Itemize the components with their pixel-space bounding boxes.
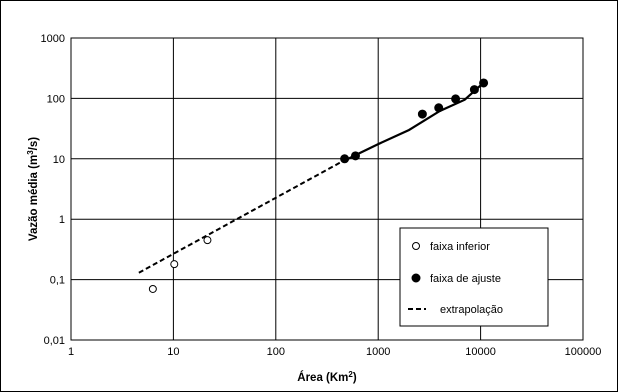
y-tick-label: 0,1	[50, 275, 65, 287]
y-axis-title-text: Vazão média (m	[28, 155, 40, 241]
y-tick-label: 0,01	[44, 335, 65, 347]
point-faixa-inferior	[203, 236, 212, 245]
y-tick-label: 100	[47, 93, 65, 105]
series-layer	[138, 78, 489, 293]
x-axis-title-text: Área (Km	[297, 371, 348, 384]
x-tick-label: 1	[68, 346, 74, 358]
y-axis-title-sup: 3	[26, 150, 35, 155]
y-tick-label: 1000	[41, 33, 65, 45]
fit-solid-line	[342, 80, 486, 163]
point-faixa-de-ajuste	[451, 94, 461, 104]
point-faixa-de-ajuste	[479, 78, 489, 88]
point-faixa-de-ajuste	[340, 154, 350, 164]
x-axis-title-end: )	[353, 372, 357, 384]
y-axis-title: Vazão média (m3/s)	[26, 137, 41, 241]
x-tick-label: 10	[167, 346, 179, 358]
legend-label-faixa-de-ajuste: faixa de ajuste	[430, 273, 501, 285]
point-faixa-inferior	[170, 260, 179, 269]
point-faixa-de-ajuste	[434, 103, 444, 113]
x-tick-labels: 1 10 100 1000 10000 100000	[68, 346, 601, 358]
grid-lines	[71, 38, 583, 340]
point-faixa-de-ajuste	[417, 109, 427, 119]
plot-border	[70, 37, 584, 341]
y-tick-labels: 0,01 0,1 1 10 100 1000	[41, 33, 65, 347]
point-faixa-de-ajuste	[350, 151, 360, 161]
y-axis-title-end: /s)	[28, 137, 40, 151]
x-tick-label: 100000	[565, 346, 602, 358]
x-axis-title-sup: 2	[348, 370, 353, 379]
x-tick-label: 10000	[465, 346, 496, 358]
legend: faixa inferior faixa de ajuste extrapola…	[399, 227, 549, 327]
point-faixa-de-ajuste	[469, 85, 479, 95]
point-faixa-inferior	[148, 284, 157, 293]
x-tick-label: 1000	[366, 346, 390, 358]
legend-label-extrapolacao: extrapolação	[440, 304, 503, 316]
y-tick-label: 1	[59, 214, 65, 226]
x-tick-label: 100	[267, 346, 285, 358]
legend-filled-circle-icon	[411, 273, 421, 283]
legend-label-faixa-inferior: faixa inferior	[430, 241, 490, 253]
y-tick-label: 10	[53, 154, 65, 166]
x-axis-title: Área (Km2)	[297, 370, 357, 385]
legend-open-circle-icon	[412, 242, 420, 250]
extrapolation-dashed-line	[138, 159, 346, 274]
